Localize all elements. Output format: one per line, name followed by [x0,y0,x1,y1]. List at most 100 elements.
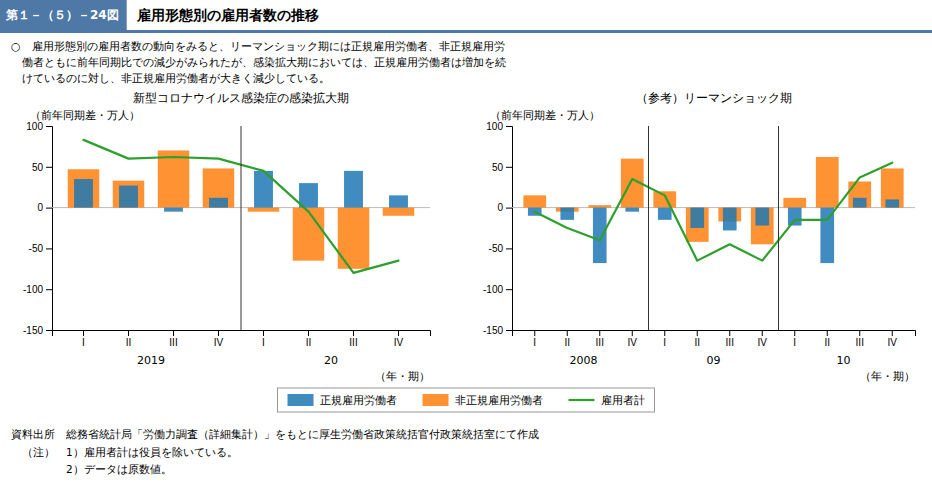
x-axis: IIIIIIIVIIIIIIIV [53,330,431,348]
bar [299,183,318,207]
x-tick-mark [263,330,264,336]
x-tick-label: IV [394,337,404,348]
x-tick: I [82,330,85,348]
x-tick-mark [892,330,893,336]
legend-swatch [569,399,595,401]
y-axis-title: （前年同期差・万人） [490,109,600,121]
x-tick-label: IV [628,337,638,348]
bar [119,186,138,208]
y-tick: 100 [26,121,52,132]
plot-area [523,157,903,263]
y-axis-line [46,127,53,331]
x-tick: II [126,330,132,348]
x-tick-label: II [126,337,132,348]
bar [293,208,325,261]
bar [820,208,834,263]
x-tick-label: I [82,337,85,348]
legend-item: 正規雇用労働者 [288,394,397,407]
y-tick: -150 [23,325,52,336]
note: 2）データは原数値。 [11,463,172,475]
x-tick: I [262,330,265,348]
bar [686,208,709,242]
x-tick: II [564,330,570,348]
y-tick-label: 50 [492,162,504,173]
bar [68,169,100,207]
bar [658,208,672,220]
panel-title: （参考）リーマンショック期 [636,91,792,105]
body-text: ○ 雇用形態別の雇用者数の動向をみると、リーマンショック期には正規雇用労働者、非… [11,40,505,53]
bar-series [523,157,903,244]
x-tick-mark [308,330,309,336]
year-separator [648,126,649,330]
y-tick: -150 [483,325,512,336]
x-tick-mark [664,330,665,336]
bar [203,168,235,207]
y-tick-mark [46,167,52,168]
y-tick: -100 [483,284,512,295]
x-tick-label: I [793,337,796,348]
bar [751,208,774,245]
y-tick: 0 [37,202,52,213]
legend-label: 非正規雇用労働者 [455,394,543,407]
y-tick-mark [46,248,52,249]
bar [209,198,228,208]
source: 資料出所 総務省統計局「労働力調査（詳細集計）」をもとに厚生労働省政策統括官付政… [11,428,539,440]
x-tick: II [694,330,700,348]
x-tick: IV [394,330,404,348]
year-separator [778,126,779,330]
x-tick-label: I [533,337,536,348]
x-tick-mark [218,330,219,336]
x-tick-label: II [306,337,312,348]
legend-frame [278,388,655,412]
bar [74,179,93,208]
y-axis-line [506,127,513,331]
x-tick: IV [628,330,638,348]
legend-items: 正規雇用労働者 非正規雇用労働者 雇用者計 [288,394,645,407]
figure-label: 第１－（５）－24図 [5,8,119,22]
legend-label: 正規雇用労働者 [320,394,397,407]
bar [344,171,363,208]
year-label: 2019 [137,354,165,367]
legend-item: 雇用者計 [569,394,645,407]
y-tick-label: -50 [489,243,504,254]
x-tick: IV [758,330,768,348]
title: 雇用形態別の雇用者数の推移 [136,7,319,23]
year-label: 20 [324,354,338,367]
year-label: 2008 [570,354,598,367]
y-axis-title: （前年同期差・万人） [30,109,140,121]
y-tick-mark [46,330,52,331]
legend-label: 雇用者計 [601,394,645,407]
year-label: 09 [707,354,721,367]
x-tick-mark [599,330,600,336]
y-tick: 50 [492,162,512,173]
x-tick-mark [398,330,399,336]
y-tick-mark [506,289,512,290]
total-line [535,163,893,261]
x-tick: III [169,330,177,348]
y-tick: 50 [32,162,52,173]
panel: -150-100-50050100IIIIIIIVIIIIIIIV新型コロナウイ… [23,91,431,382]
x-tick-mark [128,330,129,336]
x-axis-line [513,331,916,337]
x-tick-label: IV [214,337,224,348]
y-tick-mark [46,126,52,127]
y-tick-mark [506,248,512,249]
bar [158,150,190,207]
y-axis: -150-100-50050100 [23,121,53,336]
header: 第１－（５）－24図 雇用形態別の雇用者数の推移 [0,0,932,33]
bar [848,181,871,207]
x-tick-label: IV [888,337,898,348]
x-tick-mark [353,330,354,336]
bar [588,205,611,207]
x-tick-mark [762,330,763,336]
bar [593,208,607,263]
y-tick-label: 50 [32,162,44,173]
x-tick-label: I [663,337,666,348]
x-tick-mark [794,330,795,336]
y-tick-label: 100 [26,121,43,132]
year-label: 10 [837,354,851,367]
x-tick-mark [697,330,698,336]
body-text: けているのに対し、非正規雇用労働者が大きく減少している。 [11,72,330,85]
x-tick-mark [632,330,633,336]
x-tick-label: II [694,337,700,348]
